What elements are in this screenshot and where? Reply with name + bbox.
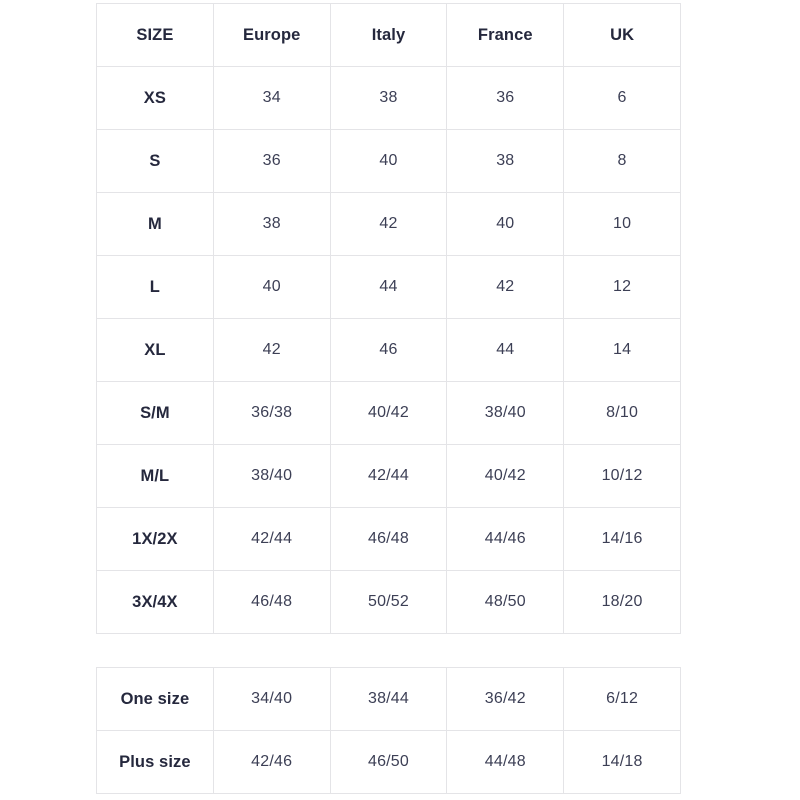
size-value-cell-uk: 12 [563,255,681,319]
size-label-cell: 3X/4X [96,570,214,634]
table-row: S/M 36/38 40/42 38/40 8/10 [96,381,681,445]
size-value-cell-europe: 34 [212,66,331,130]
size-value-cell-italy: 50/52 [329,570,448,634]
size-value-cell-italy: 46/48 [329,507,448,571]
size-label-cell: M [96,192,214,256]
size-value-cell-uk: 8 [563,129,681,193]
table-body: One size 34/40 38/44 36/42 6/12 Plus size 42/4… [96,667,681,794]
size-label-cell: S [96,129,214,193]
size-value-cell-france: 48/50 [446,570,565,634]
size-label-cell: One size [96,667,214,731]
size-value-cell-france: 38 [446,129,565,193]
table-row: S 36 40 38 8 [96,129,681,193]
size-value-cell-uk: 18/20 [563,570,681,634]
table-row: One size 34/40 38/44 36/42 6/12 [96,667,681,731]
one-size-plus-size-table: One size 34/40 38/44 36/42 6/12 Plus size 42/4… [96,667,681,794]
size-value-cell-uk: 6 [563,66,681,130]
size-value-cell-italy: 40 [329,129,448,193]
size-value-cell-uk: 6/12 [563,667,681,731]
size-value-cell-europe: 38/40 [212,444,331,508]
size-value-cell-france: 44/48 [446,730,565,794]
size-value-cell-uk: 8/10 [563,381,681,445]
column-header-europe: Europe [212,3,331,67]
size-label-cell: M/L [96,444,214,508]
size-value-cell-europe: 42 [212,318,331,382]
size-value-cell-italy: 38 [329,66,448,130]
size-value-cell-europe: 36/38 [212,381,331,445]
table-row: XL 42 46 44 14 [96,318,681,382]
size-value-cell-europe: 40 [212,255,331,319]
size-value-cell-italy: 46 [329,318,448,382]
size-value-cell-uk: 10/12 [563,444,681,508]
table-body: XS 34 38 36 6 S 36 40 38 8 M 38 42 40 10 L 40 44 42 12 XL 42 4… [96,66,681,634]
size-value-cell-europe: 34/40 [212,667,331,731]
size-label-cell: XS [96,66,214,130]
size-value-cell-uk: 10 [563,192,681,256]
size-value-cell-europe: 36 [212,129,331,193]
size-value-cell-france: 44/46 [446,507,565,571]
size-value-cell-france: 42 [446,255,565,319]
size-value-cell-europe: 42/46 [212,730,331,794]
table-row: 3X/4X 46/48 50/52 48/50 18/20 [96,570,681,634]
size-value-cell-europe: 42/44 [212,507,331,571]
column-header-france: France [446,3,565,67]
size-label-cell: 1X/2X [96,507,214,571]
size-value-cell-italy: 40/42 [329,381,448,445]
size-value-cell-france: 40 [446,192,565,256]
size-label-cell: S/M [96,381,214,445]
size-value-cell-france: 44 [446,318,565,382]
size-value-cell-france: 38/40 [446,381,565,445]
size-value-cell-italy: 44 [329,255,448,319]
table-row: XS 34 38 36 6 [96,66,681,130]
size-value-cell-france: 36/42 [446,667,565,731]
standard-size-table: SIZE Europe Italy France UK XS 34 38 36 6 S 36 40 38… [96,3,681,634]
table-header: SIZE Europe Italy France UK [96,3,681,67]
size-value-cell-uk: 14/18 [563,730,681,794]
size-value-cell-europe: 46/48 [212,570,331,634]
column-header-uk: UK [563,3,681,67]
table-row: M/L 38/40 42/44 40/42 10/12 [96,444,681,508]
size-value-cell-italy: 38/44 [329,667,448,731]
column-header-size: SIZE [96,3,214,67]
size-label-cell: L [96,255,214,319]
size-value-cell-europe: 38 [212,192,331,256]
column-header-italy: Italy [329,3,448,67]
table-row: L 40 44 42 12 [96,255,681,319]
size-value-cell-france: 36 [446,66,565,130]
size-value-cell-france: 40/42 [446,444,565,508]
size-value-cell-uk: 14 [563,318,681,382]
size-value-cell-italy: 46/50 [329,730,448,794]
size-label-cell: Plus size [96,730,214,794]
table-row: Plus size 42/46 46/50 44/48 14/18 [96,730,681,794]
table-row: 1X/2X 42/44 46/48 44/46 14/16 [96,507,681,571]
size-value-cell-italy: 42 [329,192,448,256]
header-row: SIZE Europe Italy France UK [96,3,681,67]
table-row: M 38 42 40 10 [96,192,681,256]
size-value-cell-uk: 14/16 [563,507,681,571]
size-label-cell: XL [96,318,214,382]
size-value-cell-italy: 42/44 [329,444,448,508]
